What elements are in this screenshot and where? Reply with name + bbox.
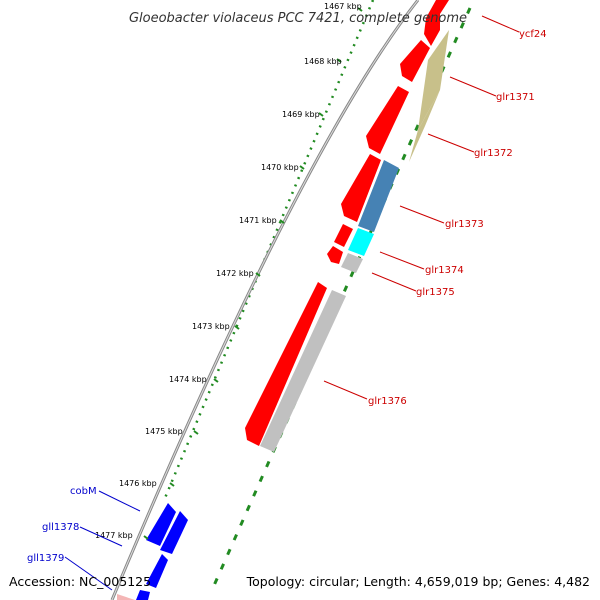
gene-label-glr1375[interactable]: glr1375 (416, 287, 455, 298)
gene-label-ycf24[interactable]: ycf24 (519, 29, 547, 40)
tick-marks (143, 7, 363, 540)
gene-arrow-glr1373[interactable] (334, 224, 353, 247)
tick-label-1468: 1468 kbp (304, 57, 342, 66)
tick-label-1467: 1467 kbp (324, 2, 362, 11)
gene-arrow-gll1378[interactable] (160, 511, 188, 554)
dotted-ruler-line (163, 0, 375, 499)
gene-arrow-ycf24[interactable] (424, 0, 449, 46)
reverse-leader-lines (64, 490, 141, 591)
backbone-arc-highlight (111, 0, 419, 600)
gene-arrow-glr1376[interactable] (245, 282, 327, 446)
gene-label-glr1376[interactable]: glr1376 (368, 396, 407, 407)
gene-label-gll1378[interactable]: gll1378 (42, 522, 79, 533)
gene-arrow-glr1374[interactable] (327, 246, 343, 264)
map-title: Gloeobacter violaceus PCC 7421, complete… (129, 11, 467, 26)
tick-label-1471: 1471 kbp (239, 216, 277, 225)
gene-arrow-cobM[interactable] (146, 503, 176, 546)
cog-bar-steelblue (358, 160, 399, 232)
cog-bar-olive (418, 30, 449, 130)
gene-arrow-glr1371[interactable] (366, 86, 409, 154)
gene-arrow-gll1380[interactable] (136, 590, 150, 600)
gene-label-cobM[interactable]: cobM (70, 486, 97, 497)
gene-label-glr1372[interactable]: glr1372 (474, 148, 513, 159)
gene-arrow-glr1372[interactable] (341, 154, 381, 222)
tick-label-1475: 1475 kbp (145, 427, 183, 436)
gene-label-gll1379[interactable]: gll1379 (27, 553, 64, 564)
backbone-arc (110, 0, 420, 600)
cog-bar-pink (117, 594, 135, 600)
tick-label-1474: 1474 kbp (169, 375, 207, 384)
forward-leader-lines (323, 15, 520, 400)
tick-label-1476: 1476 kbp (119, 479, 157, 488)
cog-bar-gray-short (341, 253, 363, 273)
tick-label-1472: 1472 kbp (216, 269, 254, 278)
gene-label-glr1374[interactable]: glr1374 (425, 265, 464, 276)
tick-label-1469: 1469 kbp (282, 110, 320, 119)
genome-summary-text: Topology: circular; Length: 4,659,019 bp… (246, 574, 590, 589)
gene-arrow-glr1370[interactable] (400, 40, 430, 82)
gene-label-glr1373[interactable]: glr1373 (445, 219, 484, 230)
accession-text: Accession: NC_005125 (9, 574, 151, 589)
tick-label-1473: 1473 kbp (192, 322, 230, 331)
tick-label-1477: 1477 kbp (95, 531, 133, 540)
cog-bar-gray-long (260, 290, 346, 452)
cog-bar-olive-lower (409, 90, 440, 162)
tick-label-1470: 1470 kbp (261, 163, 299, 172)
gene-arrow-gll1379[interactable] (146, 554, 168, 588)
gene-label-glr1371[interactable]: glr1371 (496, 92, 535, 103)
cog-bar-cyan (348, 228, 374, 256)
dashed-ruler-line (210, 7, 472, 591)
